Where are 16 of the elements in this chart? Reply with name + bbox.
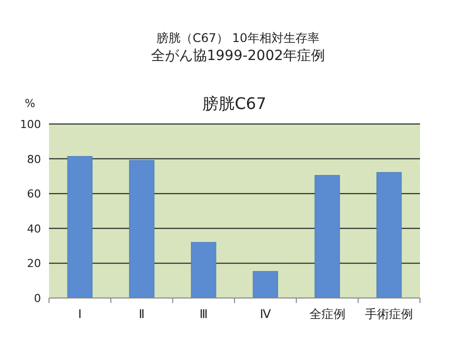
- ytick: 100: [20, 118, 41, 131]
- ylabel: %: [24, 97, 36, 110]
- subtitle: 全がん協1999-2002年症例: [150, 48, 326, 64]
- annotation: 膀胱（C67） 10年相対生存率: [156, 31, 320, 45]
- xtick: Ⅰ: [78, 307, 82, 321]
- xtick: Ⅲ: [199, 307, 208, 321]
- xtick: 全症例: [309, 307, 346, 321]
- xtick: Ⅳ: [260, 307, 271, 321]
- ytick: 20: [27, 257, 41, 270]
- xtick: 手術症例: [365, 307, 414, 321]
- title: 膀胱C67: [202, 94, 266, 113]
- ytick: 60: [27, 188, 41, 201]
- ytick: 40: [27, 222, 41, 236]
- ytick: 80: [27, 152, 41, 166]
- xtick: Ⅱ: [138, 307, 145, 321]
- ytick: 0: [34, 292, 41, 305]
